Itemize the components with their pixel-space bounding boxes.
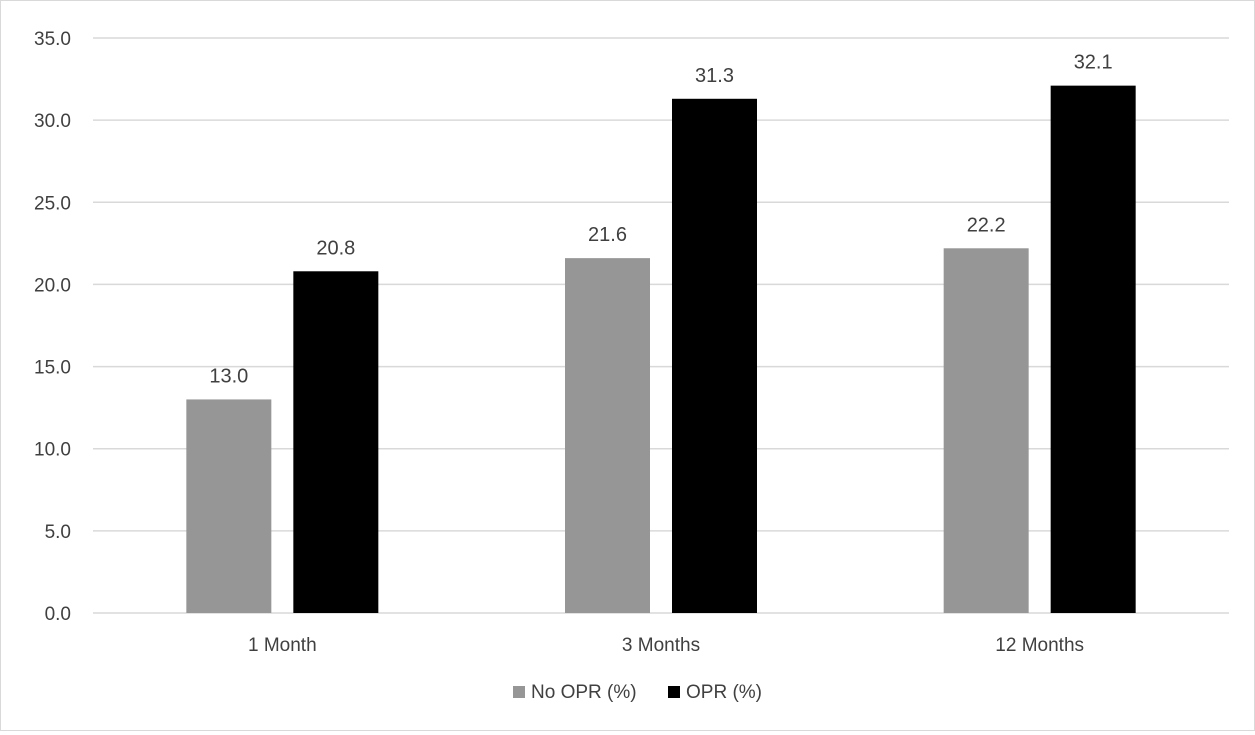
data-label: 22.2 bbox=[967, 214, 1006, 236]
bar-no-opr-0 bbox=[186, 399, 272, 613]
bar-opr-0 bbox=[293, 271, 379, 613]
data-labels: 13.0 20.8 21.6 31.3 22.2 32.1 bbox=[209, 52, 1112, 388]
x-tick-label: 12 Months bbox=[995, 635, 1084, 656]
y-tick-label: 5.0 bbox=[45, 522, 71, 543]
legend-label: OPR (%) bbox=[686, 682, 762, 703]
bars bbox=[186, 85, 1136, 614]
bar-no-opr-1 bbox=[565, 258, 650, 613]
y-tick-label: 35.0 bbox=[34, 29, 71, 50]
bar-no-opr-2 bbox=[943, 248, 1029, 614]
y-tick-label: 30.0 bbox=[34, 111, 71, 132]
y-tick-label: 25.0 bbox=[34, 193, 71, 214]
y-tick-label: 0.0 bbox=[45, 604, 71, 625]
data-label: 21.6 bbox=[588, 224, 627, 246]
y-axis-tick-labels: 0.0 5.0 10.0 15.0 20.0 25.0 30.0 35.0 bbox=[34, 29, 71, 625]
x-tick-label: 1 Month bbox=[248, 635, 317, 656]
y-tick-label: 15.0 bbox=[34, 358, 71, 379]
data-label: 31.3 bbox=[695, 65, 734, 87]
x-axis-tick-labels: 1 Month 3 Months 12 Months bbox=[248, 635, 1084, 656]
x-tick-label: 3 Months bbox=[622, 635, 700, 656]
gridlines bbox=[93, 37, 1229, 614]
y-tick-label: 10.0 bbox=[34, 440, 71, 461]
bar-opr-1 bbox=[672, 98, 757, 614]
legend-swatch bbox=[668, 686, 680, 698]
legend: No OPR (%) OPR (%) bbox=[513, 682, 762, 703]
data-label: 20.8 bbox=[316, 237, 355, 259]
y-tick-label: 20.0 bbox=[34, 275, 71, 296]
data-label: 13.0 bbox=[209, 365, 248, 387]
legend-swatch bbox=[513, 686, 525, 698]
bar-opr-2 bbox=[1050, 85, 1136, 613]
legend-label: No OPR (%) bbox=[531, 682, 637, 703]
data-label: 32.1 bbox=[1074, 52, 1113, 74]
